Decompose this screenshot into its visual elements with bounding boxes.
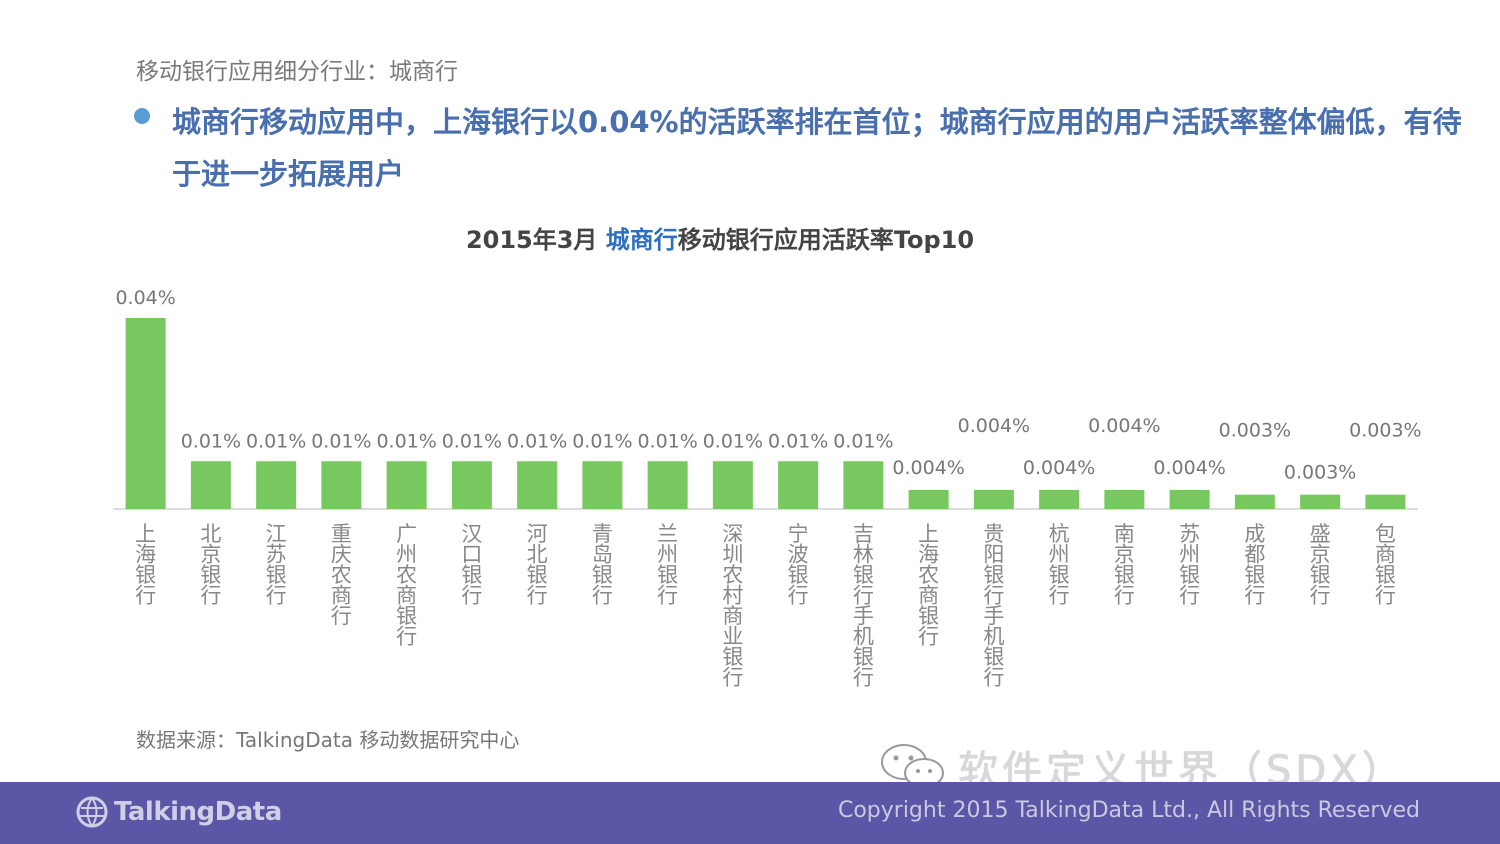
data-label: 0.01% [572,430,632,452]
category-label: 包商银行 [1375,522,1396,608]
data-label: 0.01% [181,430,241,452]
data-label: 0.004% [1153,457,1225,479]
category-label: 深圳农村商业银行 [722,522,743,690]
category-label: 河北银行 [527,522,548,608]
copyright: Copyright 2015 TalkingData Ltd., All Rig… [837,798,1420,823]
data-label: 0.003% [1349,420,1421,442]
category-label: 贵阳银行手机银行 [983,522,1004,690]
headline: 城商行移动应用中，上海银行以0.04%的活跃率排在首位；城商行应用的用户活跃率整… [172,105,1462,191]
bar [1169,489,1210,509]
bar [451,461,492,509]
category-label: 苏州银行 [1179,522,1200,608]
bar [125,318,166,509]
bar [1234,494,1275,509]
bar [712,461,753,509]
category-label: 青岛银行 [592,522,613,608]
data-label: 0.01% [637,430,697,452]
bar-chart: 0.04% 上海银行 0.01% 北京银行 0.01% 江苏银行 0.01% 重庆农商行 0.0… [113,287,1422,690]
bar [321,461,362,509]
data-label: 0.01% [833,430,893,452]
bar [778,461,819,509]
category-label: 成都银行 [1244,522,1265,608]
category-label: 宁波银行 [788,522,809,608]
data-label: 0.01% [703,430,763,452]
logo-text: TalkingData [114,797,282,827]
chart-title-prefix: 2015年3月 [465,226,606,254]
logo: TalkingData [76,796,282,828]
category-label: 江苏银行 [266,522,287,608]
category-label: 汉口银行 [461,522,482,608]
bar [582,461,623,509]
category-label: 上海农商银行 [918,522,939,649]
category-label: 杭州银行 [1049,522,1070,608]
data-label: 0.01% [768,430,828,452]
bar [1300,494,1341,509]
data-label: 0.004% [1023,457,1095,479]
bullet-dot [134,108,150,124]
bar [517,461,558,509]
category-label: 盛京银行 [1310,522,1331,608]
category-label: 兰州银行 [657,522,678,608]
bar [647,461,688,509]
chart-title-highlight: 城商行 [605,226,678,254]
bar [256,461,297,509]
data-label: 0.01% [246,430,306,452]
data-label: 0.004% [958,415,1030,437]
logo-globe-icon [76,796,108,828]
data-label: 0.003% [1219,420,1291,442]
category-label: 上海银行 [135,522,156,608]
category-label: 吉林银行手机银行 [853,522,874,690]
chart-title-suffix: 移动银行应用活跃率Top10 [677,226,975,254]
data-label: 0.004% [1088,415,1160,437]
slide-subtitle: 移动银行应用细分行业：城商行 [136,59,458,85]
bar [386,461,427,509]
data-source: 数据来源：TalkingData 移动数据研究中心 [136,728,520,752]
data-label: 0.01% [376,430,436,452]
bar [973,489,1014,509]
bar [1365,494,1406,509]
bar [1039,489,1080,509]
data-label: 0.01% [311,430,371,452]
footer-bar: TalkingData Copyright 2015 TalkingData L… [0,782,1500,844]
data-label: 0.003% [1284,462,1356,484]
bar [1104,489,1145,509]
bar [190,461,231,509]
chart-title: 2015年3月 城商行移动银行应用活跃率Top10 [0,220,1440,255]
data-label: 0.004% [892,457,964,479]
bar [843,461,884,509]
category-label: 广州农商银行 [396,522,417,649]
category-label: 重庆农商行 [331,522,352,628]
category-label: 北京银行 [200,522,221,608]
data-label: 0.01% [442,430,502,452]
category-label: 南京银行 [1114,522,1135,608]
bar [908,489,949,509]
data-label: 0.01% [507,430,567,452]
data-label: 0.04% [115,287,175,309]
